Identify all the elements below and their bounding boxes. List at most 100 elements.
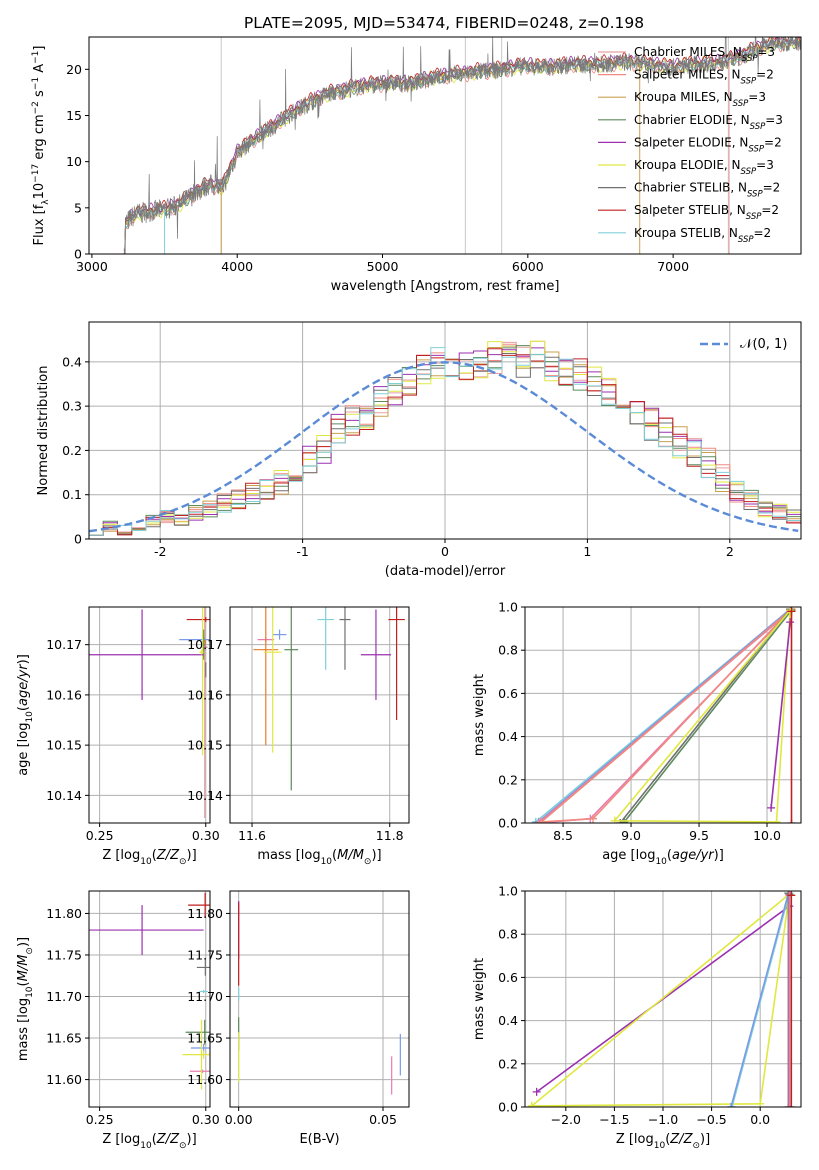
- mass_vs_Z-point: [199, 1019, 204, 1090]
- weight_vs_age-series-2: [538, 608, 791, 823]
- legend-label: Chabrier MILES, NSSP=3: [634, 45, 775, 64]
- spectrum-legend: Chabrier MILES, NSSP=3 Salpeter MILES, NS…: [598, 45, 783, 245]
- spectrum-ytick-label: 20: [66, 62, 82, 77]
- age_vs_mass-xtick-label: 11.6: [238, 828, 266, 843]
- weight_vs_Z-marker: [785, 1103, 794, 1107]
- mass_vs_Z-point: [199, 989, 208, 994]
- age_vs_Z-xlabel: Z [log10(Z/Z⊙)]: [102, 848, 196, 867]
- age_vs_mass-ytick-label: 10.15: [187, 738, 223, 753]
- weight_vs_Z-xlabel: Z [log10(Z/Z⊙)]: [616, 1132, 710, 1151]
- age_vs_mass-point: [253, 607, 279, 746]
- spectrum-xtick-label: 4000: [221, 259, 253, 274]
- mass_vs_Z-ytick-label: 11.75: [46, 947, 82, 962]
- weight_vs_Z-ytick-label: 0.2: [498, 1056, 518, 1071]
- weight_vs_age-marker: [588, 814, 597, 823]
- age_vs_mass-xtick-label: 11.8: [376, 828, 404, 843]
- weight_vs_age-xlabel: age [log10(age/yr)]: [602, 848, 724, 867]
- mass_vs_Z-point: [196, 959, 210, 976]
- weight_vs_Z-xtick-label: −1.0: [648, 1112, 678, 1127]
- mass_vs_Z-xtick-label: 0.25: [86, 1112, 114, 1127]
- weight_vs_Z-axes: −2.0 −1.5 −1.0 −0.5 0.0 0.0 0.2 0.4 0.6 0.8 1.0 Z […: [472, 884, 802, 1151]
- weight_vs_age-ylabel: mass weight: [472, 674, 487, 756]
- weight_vs_age-marker: [787, 819, 796, 823]
- spectrum-xtick-label: 5000: [367, 259, 399, 274]
- weight_vs_Z-ylabel: mass weight: [472, 958, 487, 1040]
- age_vs_Z-ytick-label: 10.15: [46, 738, 82, 753]
- mass_vs_ebv-ytick-label: 11.70: [187, 989, 223, 1004]
- weight_vs_age-ytick-label: 0.6: [498, 686, 518, 701]
- age_vs_Z-point: [89, 609, 204, 700]
- mass_vs_ebv-axes: 0.00 0.05 11.60 11.65 11.70 11.75 11.80 E(B-V): [187, 890, 410, 1147]
- residuals-ytick-label: 0: [74, 532, 82, 547]
- residuals-ylabel: Normed distribution: [36, 366, 51, 496]
- weight_vs_age-plot-area: [531, 607, 796, 823]
- residuals-xtick-label: 2: [726, 544, 734, 559]
- spectrum-plot-area: [123, 37, 801, 254]
- legend-entry: Salpeter MILES, NSSP=2: [598, 68, 774, 87]
- weight_vs_age-marker: [767, 803, 776, 812]
- residuals-axes: -2 -1 0 1 2 0 0.1 0.2 0.3 0.4 (data-model)/error No…: [36, 321, 802, 579]
- weight_vs_age-ytick-label: 1.0: [498, 600, 518, 615]
- spectrum-ytick-label: 10: [66, 154, 82, 169]
- weight_vs_age-marker: [534, 819, 543, 823]
- residuals-ytick-label: 0.1: [62, 487, 82, 502]
- weight_vs_age-ytick-label: 0.0: [498, 816, 518, 831]
- age_vs_Z-axes: 0.25 0.30 10.14 10.15 10.16 10.17 Z [log10(Z/Z…: [16, 606, 220, 867]
- age_vs_Z-ylabel: age [log10(age/yr)]: [16, 654, 35, 776]
- figure-title: PLATE=2095, MJD=53474, FIBERID=0248, z=0…: [244, 14, 644, 32]
- weight_vs_Z-marker: [784, 1103, 793, 1107]
- age_vs_mass-point: [360, 609, 392, 700]
- age_vs_Z-xtick-label: 0.25: [86, 828, 114, 843]
- weight_vs_age-xtick-label: 10.0: [753, 828, 781, 843]
- age_vs_mass-ytick-label: 10.16: [187, 687, 223, 702]
- spectrum-xtick-label: 3000: [76, 259, 108, 274]
- mass_vs_Z-point: [185, 1019, 210, 1045]
- spectrum-ytick-label: 0: [74, 247, 82, 262]
- spectrum-observed-data: [123, 37, 801, 254]
- spectrum-ylabel: Flux [fλ10−17 erg cm−2 s−1 A−1]: [31, 46, 51, 246]
- mass_vs_Z-xlabel: Z [log10(Z/Z⊙)]: [102, 1132, 196, 1151]
- legend-entry: Chabrier MILES, NSSP=3: [598, 45, 775, 64]
- age_vs_mass-point: [317, 607, 334, 670]
- mass_vs_ebv-ytick-label: 11.65: [187, 1031, 223, 1046]
- legend-label: Salpeter MILES, NSSP=2: [634, 68, 774, 87]
- age_vs_Z-plot-area: [89, 607, 210, 818]
- weight_vs_age-series-5: [540, 609, 791, 823]
- residuals-legend: 𝒩(0, 1): [700, 337, 787, 352]
- weight_vs_Z-xtick-label: −1.5: [599, 1112, 629, 1127]
- age_vs_Z-xtick-label: 0.30: [192, 828, 220, 843]
- age_vs_Z-ytick-label: 10.17: [46, 637, 82, 652]
- age_vs_mass-frame: [229, 606, 410, 824]
- weight_vs_age-marker: [772, 817, 781, 823]
- age_vs_Z-point: [186, 617, 210, 623]
- legend-label: Kroupa STELIB, NSSP=2: [634, 226, 771, 245]
- weight_vs_Z-marker: [787, 891, 796, 900]
- mass_vs_Z-point: [188, 892, 210, 918]
- mass_vs_ebv-xlabel: E(B-V): [299, 1132, 339, 1147]
- weight_vs_age-ytick-label: 0.2: [498, 772, 518, 787]
- age_vs_Z-ytick-label: 10.14: [46, 788, 82, 803]
- legend-label: Salpeter STELIB, NSSP=2: [634, 203, 779, 222]
- weight_vs_Z-xtick-label: 0.0: [750, 1112, 770, 1127]
- residuals-ytick-label: 0.2: [62, 443, 82, 458]
- mass_vs_Z-axes: 0.25 0.30 11.60 11.65 11.70 11.75 11.80 Z [log1…: [16, 890, 220, 1151]
- weight_vs_Z-ytick-label: 0.4: [498, 1013, 518, 1028]
- age_vs_mass-xlabel: mass [log10(M/M⊙)]: [257, 848, 381, 867]
- weight_vs_age-ytick-label: 0.4: [498, 729, 518, 744]
- mass_vs_Z-xtick-label: 0.30: [192, 1112, 220, 1127]
- spectrum-axes: 3000 4000 5000 6000 7000 0 5 10 15 20 wavelength […: [31, 36, 802, 294]
- legend-label: Kroupa MILES, NSSP=3: [634, 90, 766, 109]
- weight_vs_age-axes: 8.5 9.0 9.5 10.0 0.0 0.2 0.4 0.6 0.8 1.0 age [log1…: [472, 600, 802, 867]
- weight_vs_age-xtick-label: 9.0: [621, 828, 641, 843]
- residuals-xtick-label: 0: [441, 544, 449, 559]
- mass_vs_Z-ylabel: mass [log10(M/M⊙)]: [16, 937, 35, 1061]
- weight_vs_age-xtick-label: 8.5: [553, 828, 573, 843]
- weight_vs_Z-ytick-label: 0.8: [498, 927, 518, 942]
- legend-entry: Kroupa MILES, NSSP=3: [598, 90, 766, 109]
- legend-label: Salpeter ELODIE, NSSP=2: [634, 135, 782, 154]
- weight_vs_age-marker: [786, 618, 795, 627]
- legend-entry: Salpeter ELODIE, NSSP=2: [598, 135, 782, 154]
- weight_vs_age-xtick-label: 9.5: [689, 828, 709, 843]
- legend-entry: Kroupa STELIB, NSSP=2: [598, 226, 771, 245]
